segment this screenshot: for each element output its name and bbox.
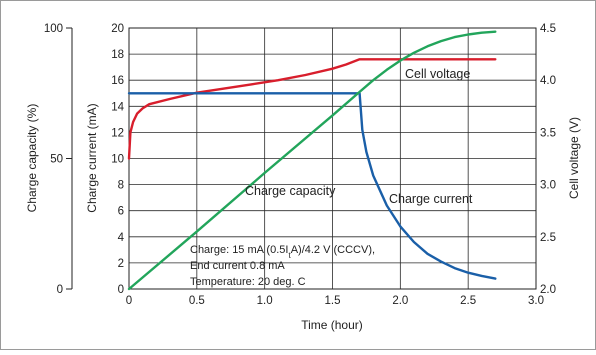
x-tick-label: 1.0 bbox=[257, 295, 273, 307]
capacity-axis-title: Charge capacity (%) bbox=[25, 104, 39, 213]
voltage-tick-label: 4.5 bbox=[540, 23, 556, 35]
series-label-charge-current: Charge current bbox=[389, 192, 473, 206]
x-tick-label: 1.5 bbox=[325, 295, 341, 307]
current-tick-label: 18 bbox=[111, 49, 124, 61]
series-line-cell-voltage bbox=[127, 58, 497, 160]
current-tick-label: 4 bbox=[118, 232, 125, 244]
series bbox=[127, 30, 497, 291]
x-tick-label: 0 bbox=[126, 295, 132, 307]
x-axis-title: Time (hour) bbox=[301, 318, 363, 332]
voltage-tick-label: 3.5 bbox=[540, 127, 556, 139]
series-label-cell-voltage: Cell voltage bbox=[405, 67, 470, 81]
current-tick-label: 8 bbox=[118, 180, 124, 192]
annotation: Charge: 15 mA (0.5ItA)/4.2 V (CCCV), End… bbox=[190, 244, 375, 288]
capacity-tick-label: 0 bbox=[57, 284, 63, 296]
current-tick-label: 6 bbox=[118, 206, 124, 218]
series-line-charge-current bbox=[127, 92, 497, 280]
series-line-charge-capacity bbox=[127, 30, 497, 291]
current-tick-label: 16 bbox=[111, 75, 124, 87]
current-tick-label: 2 bbox=[118, 258, 124, 270]
voltage-tick-label: 2.0 bbox=[540, 284, 556, 296]
voltage-tick-label: 4.0 bbox=[540, 75, 556, 87]
annotation-line: End current 0.8 mA bbox=[190, 260, 285, 272]
voltage-axis-title: Cell voltage (V) bbox=[567, 117, 581, 199]
capacity-tick-label: 50 bbox=[50, 154, 63, 166]
current-tick-label: 12 bbox=[111, 127, 124, 139]
current-tick-label: 20 bbox=[111, 23, 124, 35]
series-label-charge-capacity: Charge capacity bbox=[245, 184, 336, 198]
voltage-tick-label: 3.0 bbox=[540, 180, 556, 192]
axis-titles: Time (hour) Charge capacity (%) Charge c… bbox=[25, 103, 581, 332]
annotation-line: Charge: 15 mA (0.5ItA)/4.2 V (CCCV), bbox=[190, 244, 375, 260]
annotation-line: Temperature: 20 deg. C bbox=[190, 276, 306, 288]
current-tick-label: 0 bbox=[118, 284, 124, 296]
current-tick-label: 10 bbox=[111, 154, 124, 166]
x-tick-label: 2.0 bbox=[392, 295, 408, 307]
x-tick-label: 3.0 bbox=[528, 295, 544, 307]
axes: 0 0.5 1.0 1.5 2.0 2.5 3.0 0 2 4 6 8 10 12 14 16 18 20 2.0 2… bbox=[44, 23, 556, 307]
current-tick-label: 14 bbox=[111, 101, 124, 113]
x-tick-label: 0.5 bbox=[189, 295, 205, 307]
capacity-tick-label: 100 bbox=[44, 23, 63, 35]
current-axis-title: Charge current (mA) bbox=[85, 103, 99, 212]
voltage-tick-label: 2.5 bbox=[540, 232, 556, 244]
series-labels: Cell voltage Charge current Charge capac… bbox=[245, 67, 473, 206]
x-tick-label: 2.5 bbox=[460, 295, 476, 307]
